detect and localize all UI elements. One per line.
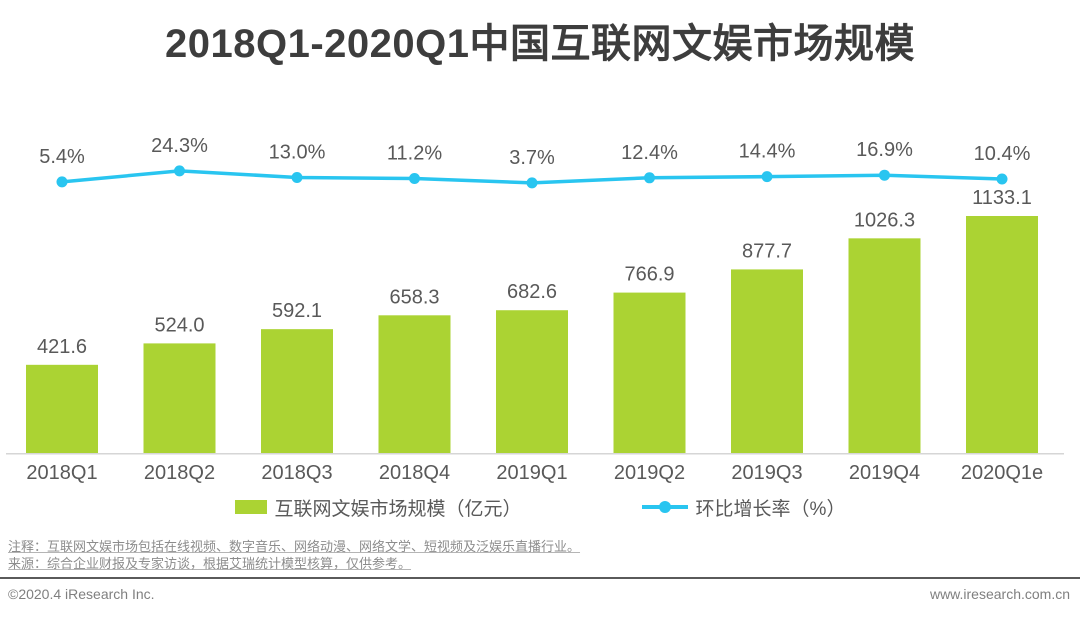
x-axis-label: 2018Q4: [379, 462, 450, 484]
growth-point: [56, 176, 68, 188]
footer-copyright: ©2020.4 iResearch Inc.: [8, 586, 155, 602]
title-row: 2018Q1-2020Q1中国互联网文娱市场规模: [0, 0, 1080, 80]
bar: [848, 238, 921, 453]
x-axis-label: 2019Q4: [849, 462, 920, 484]
x-axis-label: 2018Q1: [26, 462, 97, 484]
growth-point: [879, 169, 890, 181]
line-legend-swatch-icon: [641, 501, 688, 513]
x-axis-label: 2019Q2: [614, 462, 685, 484]
footer-divider: [0, 577, 1080, 579]
chart-legend: 互联网文娱市场规模（亿元） 环比增长率（%）: [0, 490, 1080, 524]
bar: [731, 269, 803, 453]
bar: [966, 216, 1038, 453]
growth-value-label: 5.4%: [39, 146, 85, 168]
growth-point: [996, 173, 1008, 185]
growth-point: [526, 177, 538, 189]
bar-value-label: 524.0: [154, 314, 204, 336]
bar-value-label: 1133.1: [972, 187, 1032, 209]
bar: [26, 364, 98, 453]
growth-point: [409, 173, 420, 185]
growth-point: [174, 165, 185, 177]
legend-bar-label: 互联网文娱市场规模（亿元）: [274, 498, 522, 520]
bar-value-label: 658.3: [389, 286, 439, 308]
bar-value-label: 877.7: [742, 240, 792, 262]
combo-bar-line-chart: 421.6 2018Q1 524.0 2018Q2 592.1 2018Q3 658.3 20…: [6, 135, 1064, 484]
bar: [378, 315, 451, 453]
legend-item-market-size: 互联网文娱市场规模（亿元）: [234, 494, 522, 521]
legend-item-growth-rate: 环比增长率（%）: [641, 494, 846, 521]
growth-point: [761, 171, 773, 183]
footnotes: 注释：互联网文娱市场包括在线视频、数字音乐、网络动漫、网络文学、短视频及泛娱乐直…: [0, 538, 1080, 572]
bar: [496, 310, 568, 453]
growth-value-label: 24.3%: [151, 135, 208, 157]
growth-value-label: 13.0%: [269, 141, 326, 163]
x-axis-label: 2019Q1: [496, 462, 567, 484]
growth-value-label: 12.4%: [621, 142, 678, 164]
bar: [143, 343, 216, 453]
bar: [261, 329, 333, 453]
bar-value-label: 766.9: [624, 264, 674, 286]
bar-value-label: 682.6: [507, 281, 557, 303]
note-source: 来源：综合企业财报及专家访谈，根据艾瑞统计模型核算，仅供参考。: [8, 556, 412, 571]
growth-value-label: 14.4%: [739, 141, 796, 163]
legend-line-label: 环比增长率（%）: [695, 498, 846, 520]
growth-value-label: 3.7%: [509, 147, 555, 169]
growth-value-label: 16.9%: [856, 139, 913, 161]
growth-value-label: 10.4%: [974, 143, 1031, 165]
bar-value-label: 421.6: [37, 336, 87, 358]
growth-point: [291, 171, 303, 183]
chart-title: 2018Q1-2020Q1中国互联网文娱市场规模: [164, 22, 915, 66]
bar-legend-swatch-icon: [234, 500, 267, 514]
growth-point: [644, 172, 655, 184]
growth-value-label: 11.2%: [387, 143, 442, 165]
x-axis-label: 2019Q3: [731, 462, 802, 484]
note-definition: 注释：互联网文娱市场包括在线视频、数字音乐、网络动漫、网络文学、短视频及泛娱乐直…: [8, 539, 581, 554]
bar-value-label: 1026.3: [854, 209, 915, 231]
footer: ©2020.4 iResearch Inc. www.iresearch.com…: [0, 579, 1080, 602]
bar: [613, 292, 686, 453]
x-axis-label: 2018Q3: [261, 462, 332, 484]
x-axis-label: 2020Q1e: [961, 462, 1043, 484]
x-axis-label: 2018Q2: [144, 462, 215, 484]
footer-website: www.iresearch.com.cn: [929, 586, 1070, 602]
bar-value-label: 592.1: [272, 300, 322, 322]
